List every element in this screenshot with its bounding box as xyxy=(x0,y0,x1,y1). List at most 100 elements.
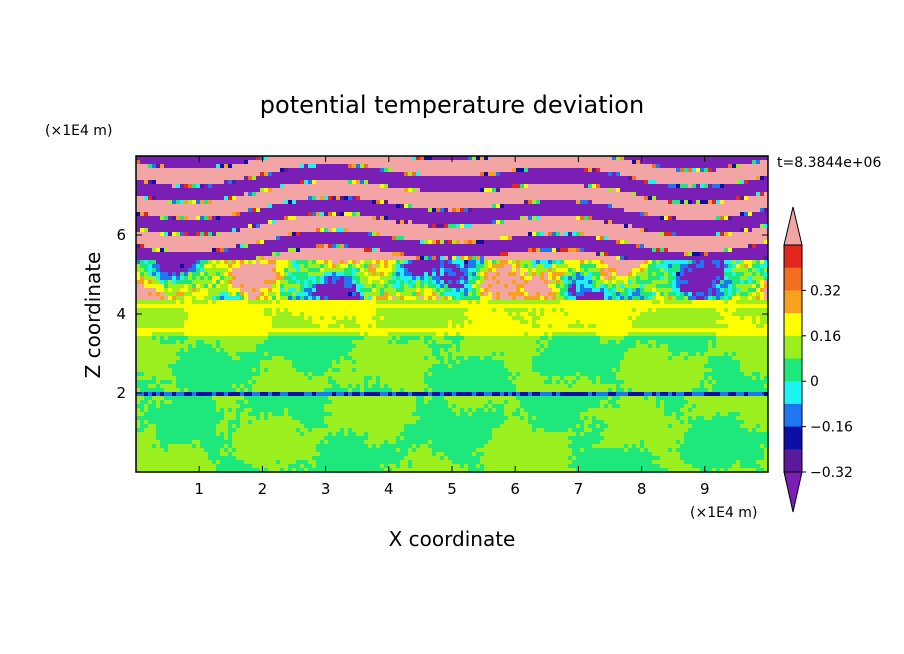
heatmap-cell xyxy=(748,220,753,225)
heatmap-cell xyxy=(680,184,685,189)
heatmap-cell xyxy=(408,164,413,169)
heatmap-cell xyxy=(496,248,501,253)
heatmap-cell xyxy=(412,216,417,221)
heatmap-cell xyxy=(228,168,233,173)
heatmap-cell xyxy=(708,168,713,173)
heatmap-cell xyxy=(604,224,609,229)
heatmap-cell xyxy=(436,160,441,165)
heatmap-cell xyxy=(576,164,581,169)
heatmap-cell xyxy=(612,168,617,173)
heatmap-cell xyxy=(632,232,637,237)
heatmap-cell xyxy=(196,252,201,257)
heatmap-cell xyxy=(692,244,697,249)
heatmap-cell xyxy=(644,268,649,273)
heatmap-cell xyxy=(272,268,277,273)
heatmap-cell xyxy=(316,216,321,221)
heatmap-cell xyxy=(576,204,581,209)
heatmap-cell xyxy=(612,208,617,213)
heatmap-cell xyxy=(352,164,357,169)
heatmap-cell xyxy=(256,168,261,173)
heatmap-cell xyxy=(284,156,289,161)
heatmap-cell xyxy=(488,240,493,245)
heatmap-cell xyxy=(720,260,725,265)
heatmap-cell xyxy=(612,156,617,161)
heatmap-cell xyxy=(308,168,313,173)
heatmap-cell xyxy=(460,204,465,209)
heatmap-cell xyxy=(216,260,221,265)
heatmap-cell xyxy=(180,172,185,177)
heatmap-cell xyxy=(400,276,405,281)
heatmap-cell xyxy=(448,236,453,241)
heatmap-cell xyxy=(528,220,533,225)
heatmap-cell xyxy=(344,188,349,193)
heatmap-cell xyxy=(568,196,573,201)
heatmap-cell xyxy=(456,272,461,277)
heatmap-cell xyxy=(572,160,577,165)
heatmap-cell xyxy=(420,276,425,281)
heatmap-cell xyxy=(676,232,681,237)
heatmap-cell xyxy=(248,160,253,165)
heatmap-cell xyxy=(260,216,265,221)
heatmap-cell xyxy=(420,280,425,285)
heatmap-cell xyxy=(508,168,513,173)
heatmap-cell xyxy=(488,192,493,197)
heatmap-cell xyxy=(292,212,297,217)
heatmap-cell xyxy=(540,184,545,189)
heatmap-cell xyxy=(416,260,421,265)
heatmap-cell xyxy=(336,228,341,233)
heatmap-cell xyxy=(252,184,257,189)
heatmap-cell xyxy=(392,272,397,277)
heatmap-cell xyxy=(528,268,533,273)
heatmap-cell xyxy=(720,204,725,209)
heatmap-cell xyxy=(336,256,341,261)
heatmap-cell xyxy=(520,204,525,209)
heatmap-cell xyxy=(392,180,397,185)
heatmap-cell xyxy=(456,268,461,273)
heatmap-cell xyxy=(664,248,669,253)
heatmap-cell xyxy=(292,280,297,285)
heatmap-cell xyxy=(188,180,193,185)
heatmap-cell xyxy=(512,220,517,225)
heatmap-cell xyxy=(188,268,193,273)
heatmap-cell xyxy=(416,232,421,237)
heatmap-cell xyxy=(356,156,361,161)
heatmap-cell xyxy=(472,216,477,221)
heatmap-cell xyxy=(452,256,457,261)
heatmap-cell xyxy=(504,280,509,285)
heatmap-cell xyxy=(436,212,441,217)
heatmap-cell xyxy=(236,224,241,229)
heatmap-cell xyxy=(384,236,389,241)
heatmap-cell xyxy=(452,196,457,201)
heatmap-cell xyxy=(344,236,349,241)
heatmap-cell xyxy=(516,236,521,241)
heatmap-cell xyxy=(332,240,337,245)
heatmap-cell xyxy=(528,196,533,201)
heatmap-cell xyxy=(504,248,509,253)
heatmap-cell xyxy=(636,264,641,269)
heatmap-cell xyxy=(352,232,357,237)
heatmap-cell xyxy=(536,208,541,213)
heatmap-cell xyxy=(592,168,597,173)
heatmap-cell xyxy=(736,192,741,197)
heatmap-cell xyxy=(320,168,325,173)
heatmap-cell xyxy=(736,168,741,173)
heatmap-cell xyxy=(388,236,393,241)
heatmap-cell xyxy=(760,168,765,173)
heatmap-cell xyxy=(380,156,385,161)
heatmap-cell xyxy=(640,212,645,217)
heatmap-cell xyxy=(528,176,533,181)
heatmap-cell xyxy=(236,232,241,237)
heatmap-cell xyxy=(356,164,361,169)
heatmap-cell xyxy=(408,196,413,201)
heatmap-cell xyxy=(340,240,345,245)
heatmap-cell xyxy=(324,188,329,193)
heatmap-cell xyxy=(284,252,289,257)
heatmap-cell xyxy=(532,184,537,189)
heatmap-cell xyxy=(732,176,737,181)
heatmap-cell xyxy=(604,220,609,225)
heatmap-cell xyxy=(728,232,733,237)
heatmap-cell xyxy=(312,244,317,249)
heatmap-cell xyxy=(576,224,581,229)
heatmap-cell xyxy=(248,244,253,249)
heatmap-cell xyxy=(380,224,385,229)
